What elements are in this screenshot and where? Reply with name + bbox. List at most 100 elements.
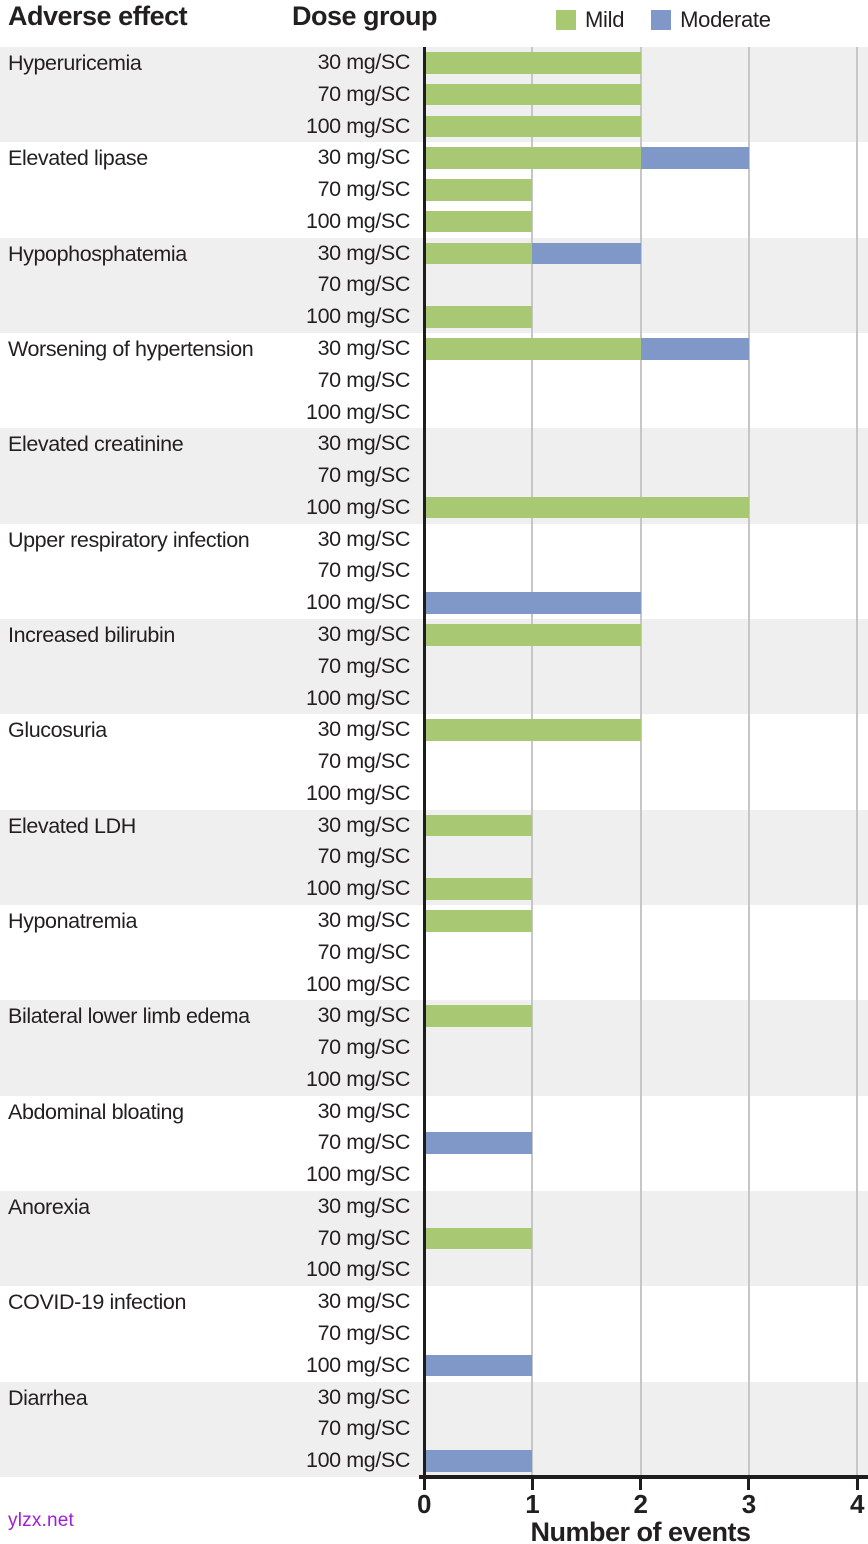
- bar-track: [424, 809, 858, 905]
- bar-mild: [424, 624, 641, 646]
- dose-label: 100 mg/SC: [306, 304, 410, 329]
- y-axis-line: [423, 1190, 426, 1287]
- dose-label: 100 mg/SC: [306, 590, 410, 615]
- bar-track: [424, 714, 858, 810]
- dose-label: 30 mg/SC: [317, 240, 411, 265]
- x-axis-title: Number of events: [530, 1517, 751, 1544]
- gridline: [531, 618, 534, 715]
- dose-label: 70 mg/SC: [317, 1321, 411, 1346]
- dose-label: 70 mg/SC: [317, 653, 411, 678]
- gridline: [747, 1190, 750, 1287]
- adverse-effect-column-header: Adverse effect: [8, 1, 188, 31]
- gridline: [747, 809, 750, 905]
- dose-label: 30 mg/SC: [317, 1384, 411, 1409]
- x-tick-label-1: 1: [525, 1489, 540, 1519]
- dose-label: 30 mg/SC: [317, 621, 411, 646]
- bar-mild: [424, 338, 641, 360]
- gridline: [747, 1000, 750, 1096]
- effect-group: Abdominal bloating 30 mg/SC 70 mg/SC 100 mg…: [0, 1095, 868, 1191]
- gridline: [747, 428, 750, 524]
- gridline: [856, 332, 858, 429]
- effect-group: Elevated creatinine 30 mg/SC 70 mg/SC 100 m…: [0, 428, 868, 524]
- dose-label: 100 mg/SC: [306, 780, 410, 805]
- dose-label: 70 mg/SC: [317, 1035, 411, 1060]
- gridline: [747, 142, 750, 238]
- y-axis-line: [423, 428, 426, 524]
- effect-group: Elevated LDH 30 mg/SC 70 mg/SC 100 mg/SC: [0, 809, 868, 905]
- bar-mild: [424, 1227, 533, 1250]
- gridline: [531, 1095, 534, 1191]
- x-tick-mark: [639, 1475, 642, 1490]
- gridline: [747, 332, 750, 429]
- bar-mild: [424, 179, 533, 201]
- dose-label: 100 mg/SC: [306, 685, 410, 710]
- dose-label: 100 mg/SC: [306, 208, 410, 233]
- gridline: [856, 618, 858, 715]
- effect-label: Elevated lipase: [8, 146, 148, 171]
- y-axis-line: [423, 1000, 426, 1096]
- y-axis-line: [423, 618, 426, 715]
- bar-moderate: [424, 592, 641, 614]
- dose-label: 70 mg/SC: [317, 81, 411, 106]
- bar-moderate: [424, 1132, 533, 1154]
- gridline: [639, 1190, 642, 1287]
- effect-group: Bilateral lower limb edema 30 mg/SC 70 mg/…: [0, 1000, 868, 1096]
- dose-label: 30 mg/SC: [317, 145, 411, 170]
- gridline: [639, 523, 642, 619]
- dose-label: 100 mg/SC: [306, 399, 410, 424]
- gridline: [639, 618, 642, 715]
- bar-track: [424, 904, 858, 1001]
- bar-track: [424, 618, 858, 715]
- dose-label: 30 mg/SC: [317, 335, 411, 360]
- gridline: [747, 523, 750, 619]
- effect-label: Abdominal bloating: [8, 1099, 184, 1124]
- gridline: [531, 428, 534, 524]
- legend-label-moderate: Moderate: [680, 7, 771, 32]
- effect-group: Worsening of hypertension 30 mg/SC 70 mg/S…: [0, 332, 868, 429]
- bar-mild: [424, 719, 641, 741]
- dose-label: 70 mg/SC: [317, 272, 411, 297]
- gridline: [856, 1000, 858, 1096]
- y-axis-line: [423, 1381, 426, 1477]
- y-axis-line: [423, 237, 426, 333]
- gridline: [531, 142, 534, 238]
- legend-label-mild: Mild: [585, 7, 625, 32]
- dose-label: 70 mg/SC: [317, 749, 411, 774]
- gridline: [531, 714, 534, 810]
- effect-label: Elevated creatinine: [8, 432, 184, 457]
- gridline: [639, 1095, 642, 1191]
- y-axis-line: [423, 1286, 426, 1382]
- effect-group: Hypophosphatemia 30 mg/SC 70 mg/SC 100 mg/S…: [0, 237, 868, 333]
- dose-label: 30 mg/SC: [317, 1289, 411, 1314]
- gridline: [856, 237, 858, 333]
- dose-label: 100 mg/SC: [306, 971, 410, 996]
- bar-track: [424, 1190, 858, 1287]
- effect-group: Upper respiratory infection 30 mg/SC 70 mg…: [0, 523, 868, 619]
- effect-group: Hyperuricemia 30 mg/SC 70 mg/SC 100 mg/SC: [0, 47, 868, 143]
- y-axis-line: [423, 142, 426, 238]
- effect-label: Increased bilirubin: [8, 622, 175, 647]
- bar-mild: [424, 242, 533, 265]
- gridline: [856, 1095, 858, 1191]
- dose-label: 100 mg/SC: [306, 1352, 410, 1377]
- gridline: [747, 1286, 750, 1382]
- bar-track: [424, 523, 858, 619]
- bar-mild: [424, 83, 641, 106]
- legend-swatch-moderate: [651, 10, 672, 30]
- gridline: [531, 904, 534, 1001]
- gridline: [639, 1381, 642, 1477]
- gridline: [747, 237, 750, 333]
- gridline: [747, 47, 750, 143]
- bar-track: [424, 1095, 858, 1191]
- bar-mild: [424, 210, 533, 233]
- gridline: [856, 904, 858, 1001]
- x-tick-mark: [747, 1475, 751, 1490]
- dose-label: 70 mg/SC: [317, 1416, 411, 1441]
- y-axis-line: [423, 47, 426, 143]
- bar-track: [424, 237, 858, 333]
- effect-label: Anorexia: [8, 1194, 90, 1219]
- x-tick-mark: [530, 1475, 534, 1490]
- bar-mild: [424, 115, 641, 138]
- dose-label: 70 mg/SC: [317, 367, 411, 392]
- effect-group: Increased bilirubin 30 mg/SC 70 mg/SC 100 m…: [0, 618, 868, 715]
